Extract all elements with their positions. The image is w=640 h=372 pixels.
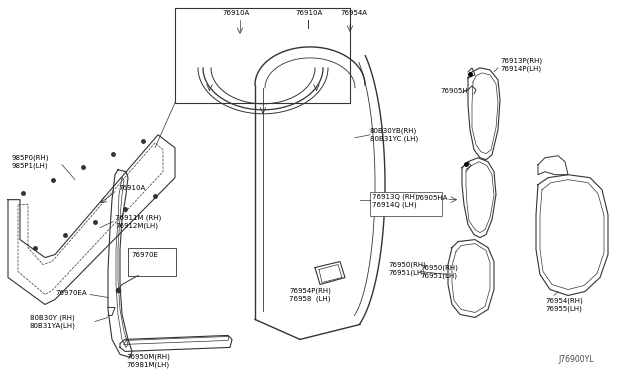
Bar bbox=[128, 248, 176, 276]
Bar bbox=[175, 8, 350, 103]
Text: 76954P(RH)
76958  (LH): 76954P(RH) 76958 (LH) bbox=[289, 288, 331, 302]
Text: 76954(RH)
76955(LH): 76954(RH) 76955(LH) bbox=[545, 298, 583, 312]
Text: 76950M(RH)
76981M(LH): 76950M(RH) 76981M(LH) bbox=[126, 353, 170, 368]
Text: 76910A: 76910A bbox=[118, 185, 145, 191]
Text: 76970E: 76970E bbox=[131, 251, 158, 257]
Text: 80B30Y (RH)
80B31YA(LH): 80B30Y (RH) 80B31YA(LH) bbox=[30, 314, 76, 329]
Text: 76913P(RH)
76914P(LH): 76913P(RH) 76914P(LH) bbox=[500, 58, 542, 73]
Text: 80B30YB(RH)
80B31YC (LH): 80B30YB(RH) 80B31YC (LH) bbox=[370, 128, 419, 142]
Text: 76905HA: 76905HA bbox=[415, 195, 447, 201]
Text: 76905H: 76905H bbox=[440, 88, 468, 94]
Text: 76950(RH)
76951(LH): 76950(RH) 76951(LH) bbox=[388, 262, 426, 276]
Text: 76911M (RH)
76912M(LH): 76911M (RH) 76912M(LH) bbox=[115, 215, 161, 229]
Text: 76910A: 76910A bbox=[222, 10, 249, 16]
Text: J76900YL: J76900YL bbox=[558, 355, 593, 365]
Text: 76950(RH)
76951(LH): 76950(RH) 76951(LH) bbox=[420, 264, 458, 279]
Text: 76970EA: 76970EA bbox=[55, 289, 86, 295]
Text: 985P0(RH)
985P1(LH): 985P0(RH) 985P1(LH) bbox=[12, 155, 49, 169]
Text: 76913Q (RH)
76914Q (LH): 76913Q (RH) 76914Q (LH) bbox=[372, 194, 418, 208]
Bar bbox=[370, 192, 442, 216]
Text: 76954A: 76954A bbox=[340, 10, 367, 16]
Text: 76910A: 76910A bbox=[295, 10, 323, 16]
